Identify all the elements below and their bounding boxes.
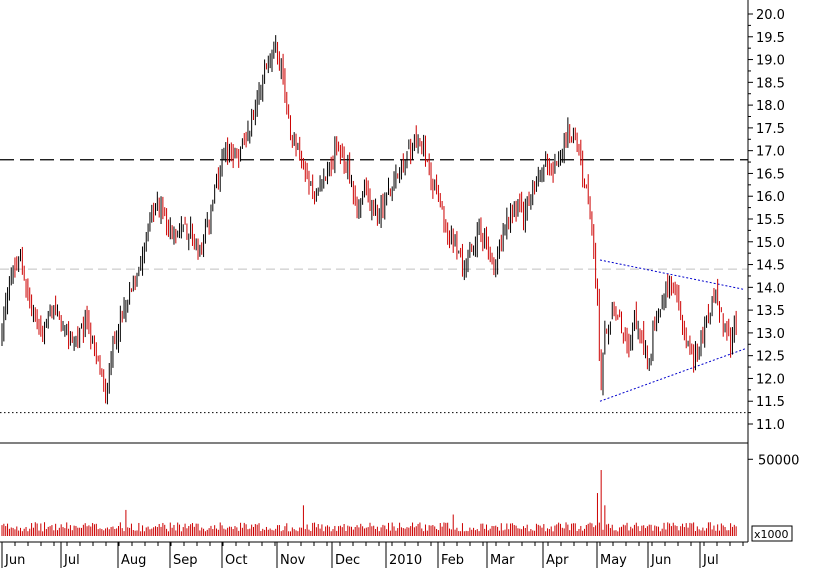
price-tick-label: 15.5 <box>756 213 785 228</box>
month-axis: Jun Jul Aug Sep Oct Nov Dec 2010 Feb Mar Apr May Jun… <box>1 542 744 568</box>
price-tick-label: 15.0 <box>756 236 785 251</box>
price-tick-label: 11.5 <box>756 395 785 410</box>
price-tick-label: 14.0 <box>756 281 785 296</box>
triangle-upper-line <box>599 259 746 291</box>
price-tick-label: 12.5 <box>756 350 785 365</box>
month-label: Aug <box>121 553 146 568</box>
month-label: 2010 <box>389 553 422 568</box>
price-tick-label: 11.0 <box>756 418 785 433</box>
price-tick-label: 14.5 <box>756 259 785 274</box>
price-tick-label: 17.5 <box>756 122 785 137</box>
volume-tick-label: 50000 <box>758 453 799 468</box>
month-label: Jun <box>4 553 25 568</box>
volume-unit-label: x1000 <box>754 528 789 541</box>
month-label: Feb <box>441 553 464 568</box>
month-label: Oct <box>225 553 247 568</box>
price-tick-label: 19.5 <box>756 31 785 46</box>
triangle-lower-line <box>599 348 746 402</box>
price-tick-label: 12.0 <box>756 372 785 387</box>
price-tick-label: 13.5 <box>756 304 785 319</box>
month-label: Mar <box>490 553 515 568</box>
price-tick-label: 16.0 <box>756 190 785 205</box>
reference-lines <box>0 159 748 414</box>
month-label: Apr <box>546 553 569 568</box>
price-tick-label: 13.0 <box>756 327 785 342</box>
price-tick-label: 18.5 <box>756 76 785 91</box>
volume-bars <box>1 470 737 536</box>
chart-frame <box>0 0 793 543</box>
price-tick-label: 16.5 <box>756 167 785 182</box>
month-label: Sep <box>173 553 198 568</box>
month-label: May <box>600 553 627 568</box>
month-label: Jul <box>702 553 719 568</box>
month-label: Dec <box>335 553 360 568</box>
price-tick-label: 17.0 <box>756 145 785 160</box>
month-label: Jun <box>650 553 671 568</box>
triangle-pattern <box>599 259 746 402</box>
price-tick-label: 20.0 <box>756 8 785 23</box>
price-axis: 20.0 19.5 19.0 18.5 18.0 17.5 17.0 16.5 16.0 15.5… <box>748 8 785 460</box>
volume-unit-box <box>751 525 793 542</box>
price-tick-label: 18.0 <box>756 99 785 114</box>
month-label: Nov <box>280 553 306 568</box>
price-tick-label: 19.0 <box>756 54 785 69</box>
month-label: Jul <box>63 553 80 568</box>
price-candles <box>1 35 737 405</box>
